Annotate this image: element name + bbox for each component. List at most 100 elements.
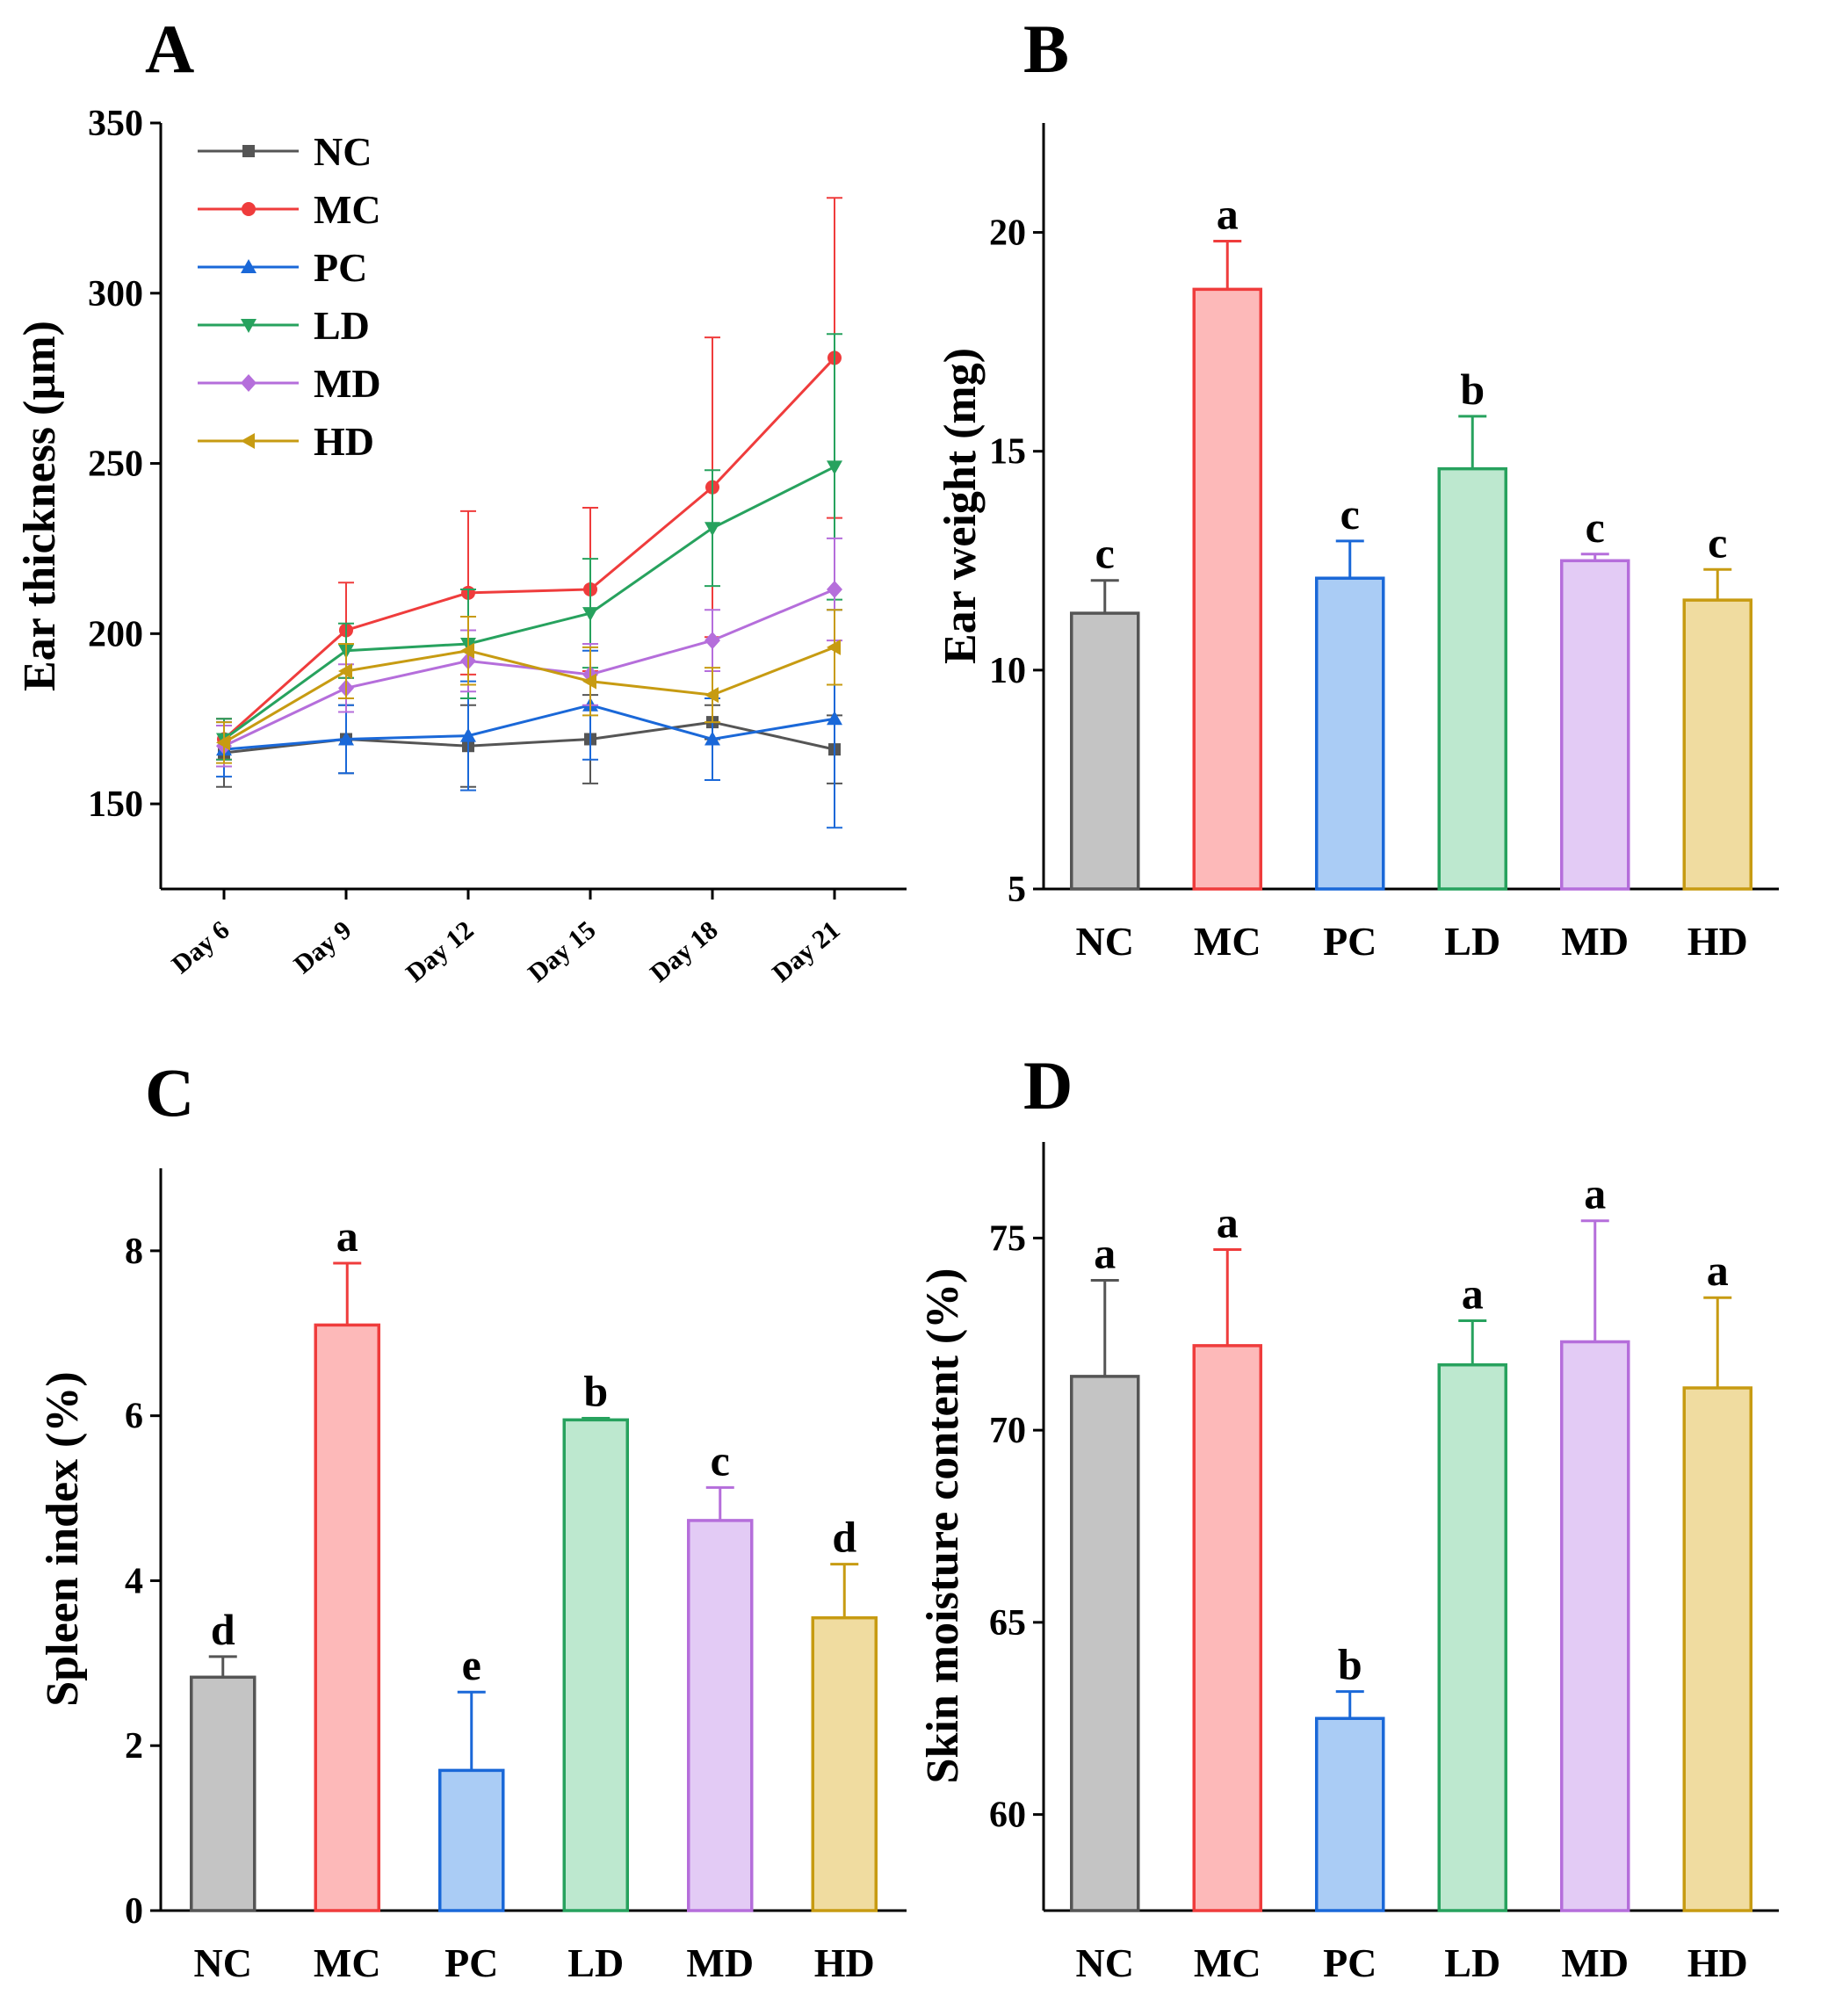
legend-label: LD xyxy=(314,303,370,348)
bar-md xyxy=(687,1519,754,1912)
x-tick-label: PC xyxy=(444,1940,498,1985)
legend-label: PC xyxy=(314,245,367,290)
bar-ld xyxy=(1437,466,1507,891)
series-ld xyxy=(216,333,842,761)
bar-mc xyxy=(1192,287,1262,891)
significance-letter: d xyxy=(211,1605,235,1654)
data-point xyxy=(705,731,720,746)
panel-d-bar-chart: D 60 65 70 75 Skin moisture content (%) a NC a M… xyxy=(918,1047,1779,1985)
x-tick-label: LD xyxy=(1444,919,1500,964)
significance-letter: c xyxy=(1340,489,1360,538)
legend-label: MC xyxy=(314,187,381,232)
x-tick-label: MD xyxy=(686,1940,754,1985)
bar-nc xyxy=(1070,611,1140,891)
panel-b-bar-chart: B 5 10 15 20 Ear weight (mg) c NC a MC c PC b LD c MD c… xyxy=(936,11,1779,964)
legend-label: NC xyxy=(314,129,372,174)
x-tick-label: Day 9 xyxy=(288,915,357,979)
data-point xyxy=(241,374,257,392)
x-tick-label: PC xyxy=(1323,919,1377,964)
data-point xyxy=(241,259,257,273)
data-point xyxy=(582,673,596,690)
significance-letter: a xyxy=(1217,1198,1239,1247)
x-tick-label: PC xyxy=(1323,1940,1377,1985)
data-point xyxy=(582,607,598,622)
y-tick-label: 65 xyxy=(989,1603,1026,1644)
series-line xyxy=(223,704,835,751)
series-pc xyxy=(216,609,842,829)
series-line xyxy=(223,646,835,744)
bar-hd xyxy=(811,1615,878,1912)
significance-letter: a xyxy=(1094,1229,1116,1278)
data-point xyxy=(242,145,255,157)
data-point xyxy=(242,202,256,216)
x-tick-label: LD xyxy=(567,1940,624,1985)
y-tick-label: 8 xyxy=(125,1232,143,1272)
y-tick-label: 300 xyxy=(88,274,143,314)
significance-letter: b xyxy=(1460,365,1485,414)
x-tick-label: MC xyxy=(1194,1940,1261,1985)
x-tick-label: NC xyxy=(194,1940,252,1985)
x-tick-label: LD xyxy=(1444,1940,1500,1985)
bar-hd xyxy=(1682,598,1752,891)
bar-nc xyxy=(1070,1375,1140,1912)
data-point xyxy=(705,522,720,537)
panel-letter-b: B xyxy=(1023,11,1069,87)
panel-letter-d: D xyxy=(1023,1047,1073,1124)
data-point xyxy=(460,727,476,742)
panel-a-line-chart: A 150 200 250 300 350 Ear thickness (µm) Day 6… xyxy=(15,11,907,988)
significance-letter: a xyxy=(1707,1246,1729,1295)
y-tick-label: 150 xyxy=(88,784,143,825)
bar-pc xyxy=(1315,1716,1385,1912)
y-tick-label: 15 xyxy=(989,432,1026,473)
x-tick-label: MD xyxy=(1561,1940,1629,1985)
significance-letter: d xyxy=(832,1513,856,1562)
x-tick-label: MC xyxy=(1194,919,1261,964)
significance-letter: e xyxy=(462,1640,481,1689)
y-axis-label: Ear thickness (µm) xyxy=(15,321,65,691)
panel-c-bar-chart: C 0 2 4 6 8 Spleen index (%) d NC a MC e PC b LD c MD d H… xyxy=(38,1054,907,1985)
y-tick-label: 20 xyxy=(989,213,1026,254)
bar-nc xyxy=(190,1675,257,1912)
bar-md xyxy=(1560,1340,1630,1912)
significance-letter: c xyxy=(1708,517,1727,567)
significance-letter: a xyxy=(1217,190,1239,239)
bar-pc xyxy=(1315,576,1385,891)
x-tick-label: Day 21 xyxy=(767,915,846,988)
significance-letter: c xyxy=(1586,502,1605,552)
x-tick-label: Day 6 xyxy=(166,915,235,979)
x-tick-label: MD xyxy=(1561,919,1629,964)
significance-letter: a xyxy=(1584,1169,1606,1218)
panel-letter-a: A xyxy=(145,11,194,87)
legend-label: MD xyxy=(314,361,381,406)
y-tick-label: 60 xyxy=(989,1796,1026,1836)
x-tick-label: HD xyxy=(814,1940,875,1985)
data-point xyxy=(338,731,354,746)
data-point xyxy=(460,642,474,659)
y-axis-label: Ear weight (mg) xyxy=(936,348,986,664)
bar-ld xyxy=(562,1418,629,1912)
y-tick-label: 10 xyxy=(989,651,1026,691)
series-line xyxy=(223,588,835,748)
significance-letter: b xyxy=(1338,1640,1362,1689)
significance-letter: a xyxy=(336,1211,358,1261)
significance-letter: a xyxy=(1462,1268,1484,1318)
data-point xyxy=(827,460,842,475)
y-tick-label: 350 xyxy=(88,104,143,144)
y-tick-label: 4 xyxy=(125,1561,143,1601)
data-point xyxy=(241,433,255,449)
significance-letter: c xyxy=(711,1435,730,1485)
data-point xyxy=(705,687,719,704)
series-hd xyxy=(216,609,842,764)
x-tick-label: HD xyxy=(1687,1940,1748,1985)
series-line xyxy=(223,720,835,755)
data-point xyxy=(827,639,841,655)
x-tick-label: HD xyxy=(1687,919,1748,964)
series-line xyxy=(223,357,836,741)
legend-label: HD xyxy=(314,419,374,464)
data-point xyxy=(338,662,352,679)
y-tick-label: 200 xyxy=(88,614,143,654)
bar-ld xyxy=(1437,1363,1507,1912)
y-axis-label: Spleen index (%) xyxy=(38,1371,88,1706)
x-tick-label: NC xyxy=(1076,1940,1134,1985)
